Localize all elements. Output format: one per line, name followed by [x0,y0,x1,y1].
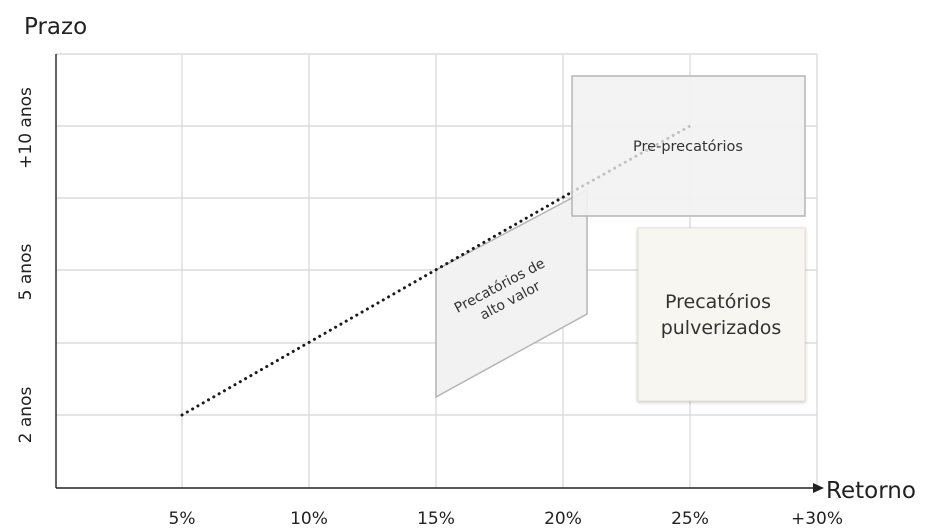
x-tick-label: 25% [671,509,709,529]
region-pre-precatorios [571,75,806,217]
y-axis-title: Prazo [24,14,87,40]
region-label: Precatórios pulverizados [661,291,782,339]
y-tick-label: +10 anos [16,87,36,169]
x-axis-title: Retorno [826,478,916,504]
region-label-line: pulverizados [661,317,782,339]
x-tick-label: 5% [169,509,196,529]
x-tick-label: 10% [290,509,328,529]
y-tick-label: 5 anos [16,244,36,301]
trend-line-faded [570,124,692,194]
region-pulverizados [637,227,806,402]
x-axis-arrowhead [813,483,824,493]
region-label: Pre-precatórios [633,139,743,155]
region-alto-valor [435,188,588,399]
x-tick-label: 15% [417,509,455,529]
y-tick-label: 2 anos [16,387,36,444]
x-tick-label: 20% [544,509,582,529]
trend-line-solid [180,190,574,417]
x-tick-label: +30% [791,509,843,529]
region-label-line: Precatórios [665,291,771,313]
